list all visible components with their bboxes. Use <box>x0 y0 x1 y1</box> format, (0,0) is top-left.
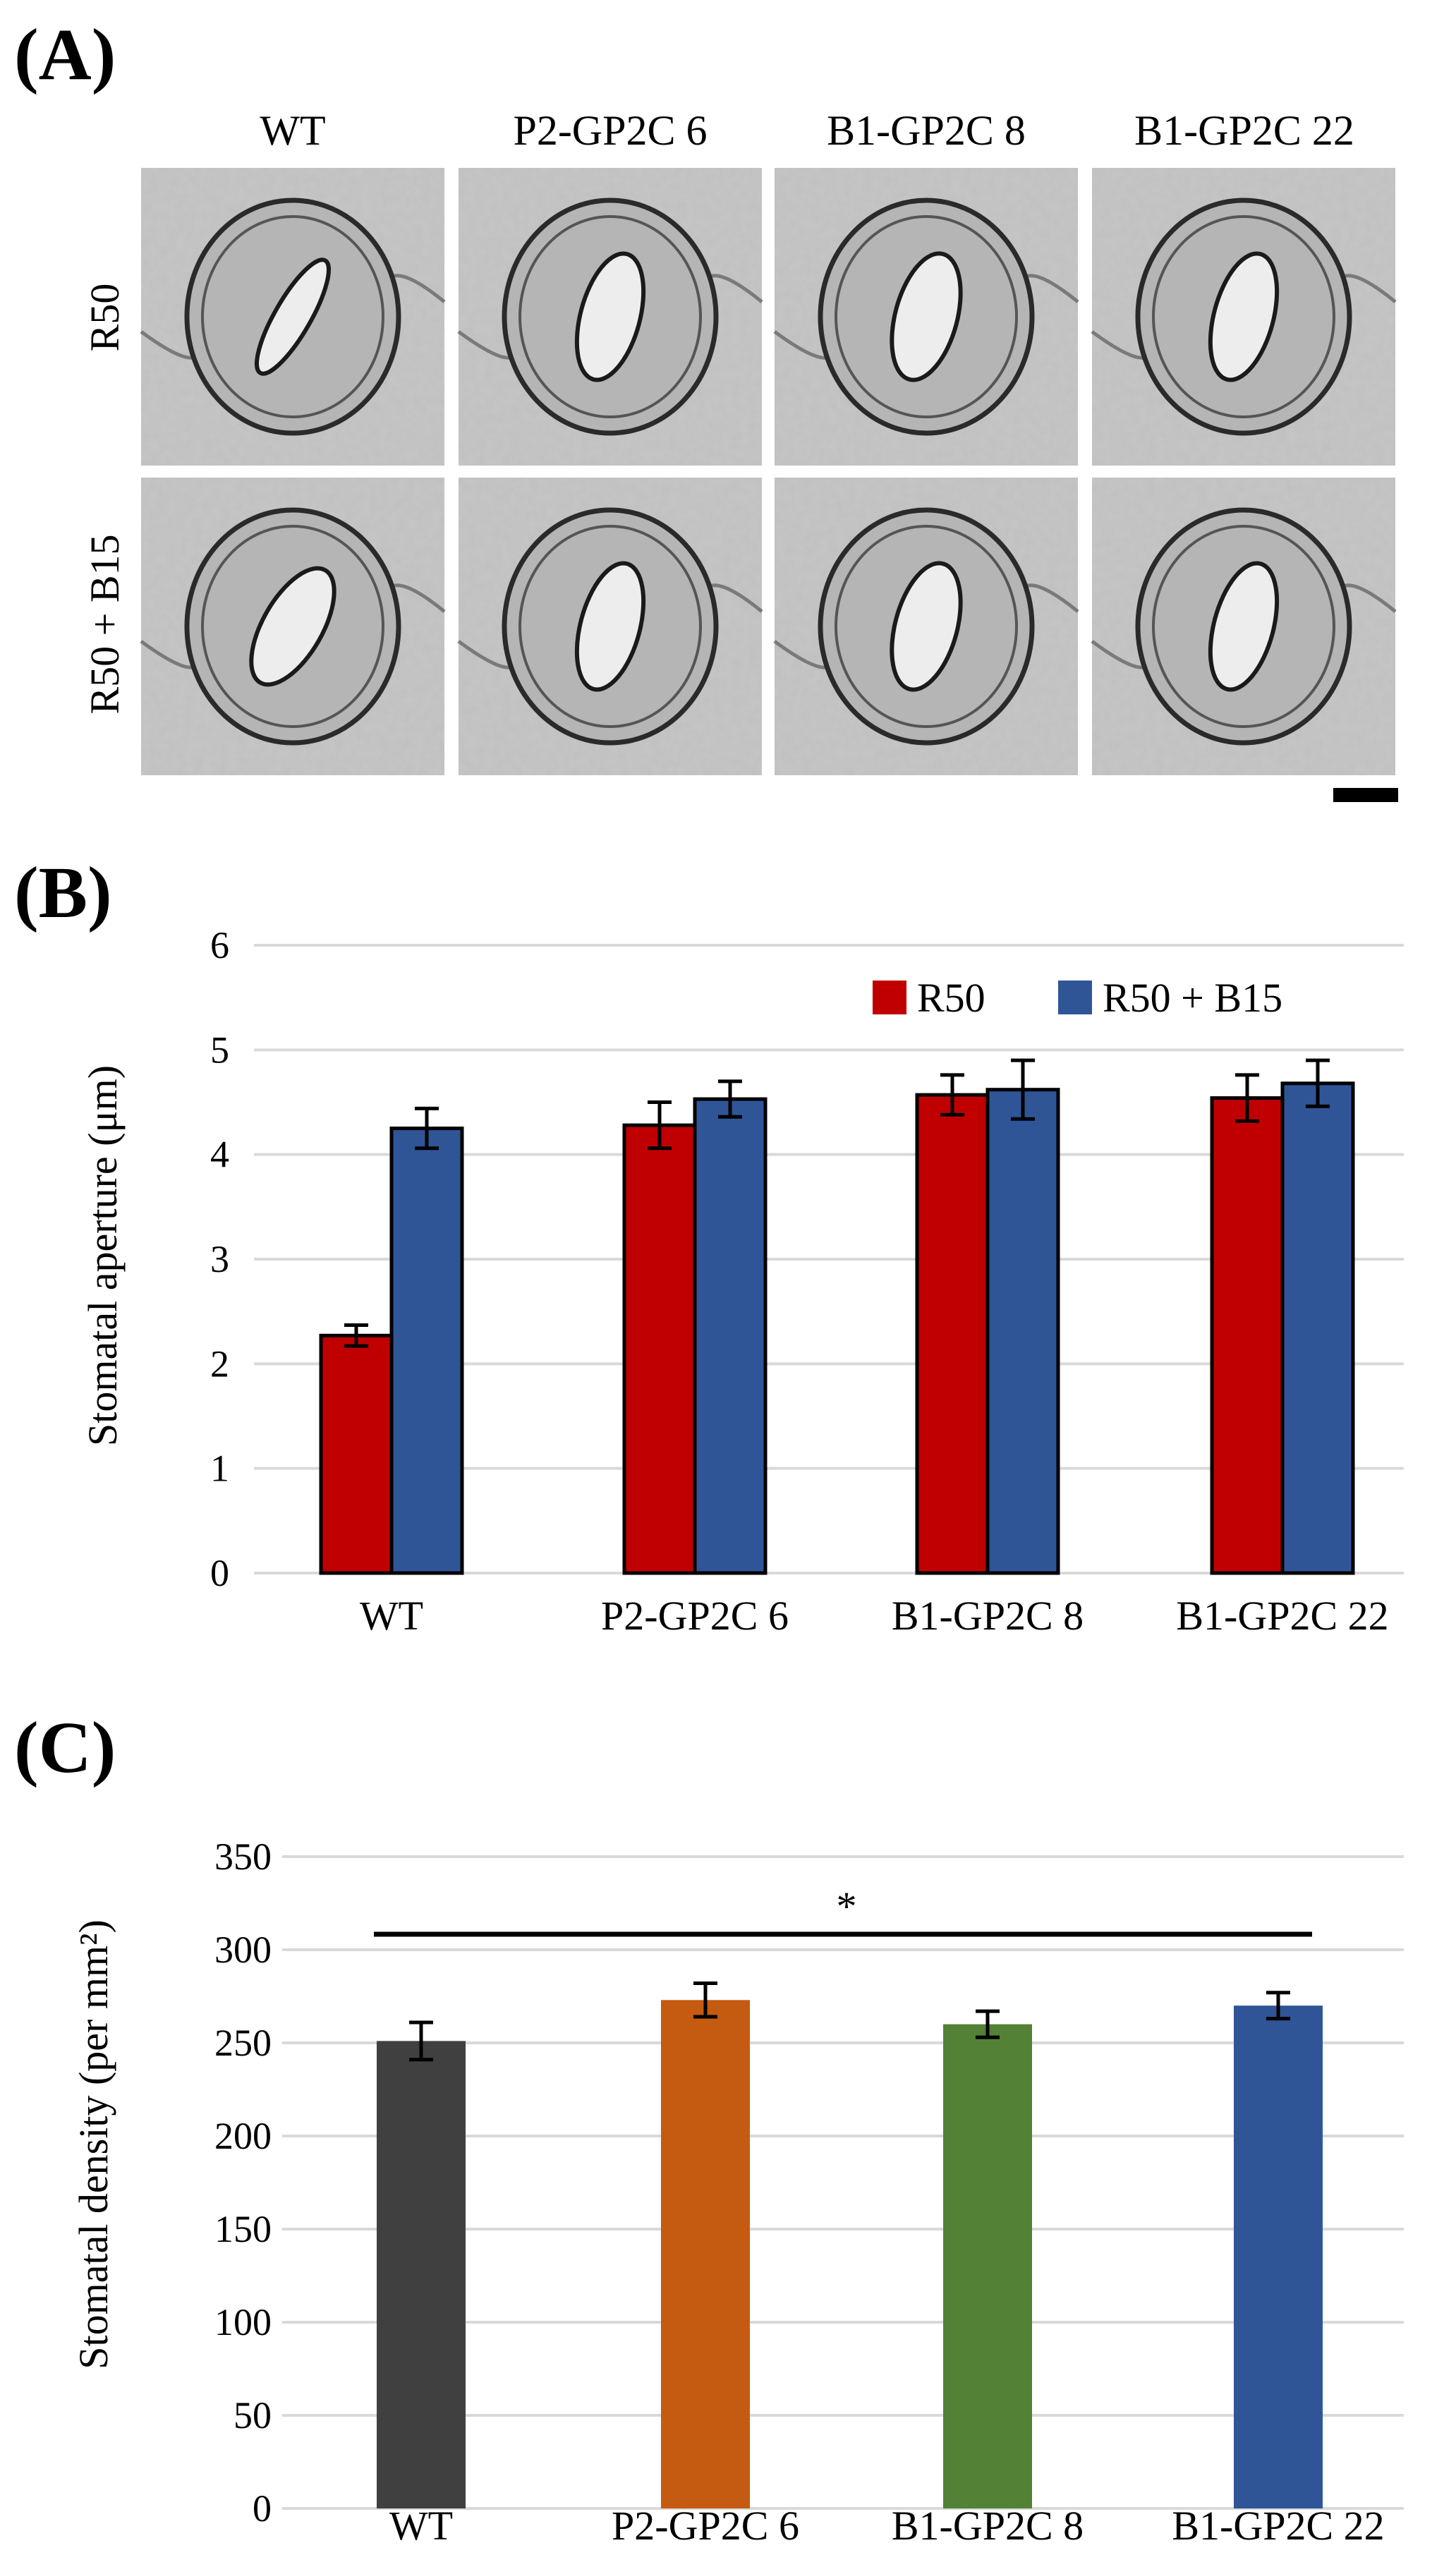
bar-r50-wt <box>319 1333 394 1575</box>
column-header-wt: WT <box>260 107 325 154</box>
bar-p2-gp2c-6 <box>661 2000 750 2508</box>
bar-r50-b15-wt <box>389 1127 464 1575</box>
stomatal-pore <box>1208 561 1280 692</box>
aperture-tick-label: 1 <box>210 1448 229 1490</box>
error-bar-p2-gp2c-6 <box>693 1982 717 2019</box>
aperture-tick-label: 6 <box>210 924 229 966</box>
error-bar-r50-b1-gp2c-8 <box>940 1073 964 1117</box>
micrograph-grid: WT P2-GP2C 6 B1-GP2C 8 B1-GP2C 22 R50 R5… <box>82 107 1397 775</box>
aperture-tick-label: 3 <box>210 1238 229 1280</box>
category-label-b1-gp2c-8: B1-GP2C 8 <box>892 2503 1084 2549</box>
guard-cell-inner-wall <box>518 525 702 728</box>
significance-star: * <box>837 1883 857 1929</box>
category-label-p2-gp2c-6: P2-GP2C 6 <box>612 2503 799 2549</box>
panel-a-letter: (A) <box>14 14 116 95</box>
micrograph-b1-gp2c-8-r50 <box>773 168 1079 466</box>
error-bar-r50-wt <box>344 1323 368 1348</box>
column-header-b1-gp2c-8: B1-GP2C 8 <box>827 107 1026 154</box>
bar-r50-b15-b1-gp2c-22 <box>1280 1081 1355 1575</box>
error-bar-b1-gp2c-8 <box>976 2009 1000 2039</box>
micrograph-wt-r50 <box>140 168 446 466</box>
error-bar-r50-b15-b1-gp2c-8 <box>1011 1058 1035 1121</box>
aperture-tick-label: 5 <box>210 1028 229 1071</box>
density-tick-label: 100 <box>214 2301 272 2343</box>
panel-b-letter: (B) <box>14 852 112 933</box>
category-label-wt: WT <box>389 2503 453 2549</box>
stomatal-pore <box>255 257 331 376</box>
stomatal-aperture-chart: Stomatal aperture (μm) R50 R50 + B15 0 1 2… <box>80 924 1404 1639</box>
stomatal-pore <box>574 561 646 692</box>
panel-c-letter: (C) <box>14 1707 116 1788</box>
density-tick-label: 200 <box>214 2115 272 2157</box>
guard-cell-inner-wall <box>835 525 1018 728</box>
micrograph-wt-r50-b15 <box>140 478 446 775</box>
stomatal-pore <box>1208 251 1280 382</box>
stomatal-pore <box>890 251 963 382</box>
micrograph-b1-gp2c-22-r50 <box>1091 168 1397 466</box>
aperture-tick-label: 0 <box>210 1552 229 1594</box>
micrograph-p2-gp2c-6-r50-b15 <box>457 478 763 775</box>
guard-cell-inner-wall <box>201 525 384 728</box>
legend-swatch-r50-b15 <box>1058 981 1092 1014</box>
stomatal-pore <box>574 251 646 382</box>
y-axis-title-density: Stomatal density (per mm²) <box>71 1919 116 2369</box>
stomatal-density-chart: Stomatal density (per mm²) * 0 50 100 150 20… <box>71 1835 1404 2549</box>
bar-b1-gp2c-8 <box>943 2024 1032 2508</box>
legend-label-r50-b15: R50 + B15 <box>1103 975 1282 1021</box>
micrograph-b1-gp2c-22-r50-b15 <box>1091 478 1397 775</box>
bar-r50-b15-b1-gp2c-8 <box>985 1088 1060 1575</box>
bar-r50-b15-p2-gp2c-6 <box>693 1097 768 1575</box>
guard-cell-inner-wall <box>835 215 1018 418</box>
error-bar-r50-b15-wt <box>415 1106 439 1151</box>
legend-swatch-r50 <box>873 981 906 1014</box>
stomatal-pore <box>890 561 963 692</box>
y-axis-title-aperture: Stomatal aperture (μm) <box>80 1065 126 1446</box>
guard-cell-inner-wall <box>1152 525 1335 728</box>
aperture-tick-label: 4 <box>210 1134 229 1176</box>
bar-r50-b1-gp2c-22 <box>1210 1096 1285 1575</box>
stomatal-pore <box>249 566 336 687</box>
micrograph-p2-gp2c-6-r50 <box>457 168 763 466</box>
density-tick-label: 350 <box>214 1835 272 1878</box>
error-bar-r50-b1-gp2c-22 <box>1235 1073 1259 1123</box>
bar-wt <box>377 2041 466 2508</box>
row-header-r50: R50 <box>82 284 128 352</box>
column-header-b1-gp2c-22: B1-GP2C 22 <box>1134 107 1354 154</box>
category-label-wt: WT <box>360 1593 423 1639</box>
error-bar-r50-p2-gp2c-6 <box>648 1100 672 1151</box>
guard-cell-inner-wall <box>201 215 384 418</box>
category-label-b1-gp2c-8: B1-GP2C 8 <box>892 1593 1084 1639</box>
density-tick-label: 300 <box>214 1929 272 1971</box>
scale-bar <box>1333 788 1398 802</box>
bar-b1-gp2c-22 <box>1234 2005 1323 2508</box>
density-tick-label: 50 <box>233 2394 272 2436</box>
category-label-b1-gp2c-22: B1-GP2C 22 <box>1172 2503 1384 2549</box>
category-label-b1-gp2c-22: B1-GP2C 22 <box>1176 1593 1388 1639</box>
density-tick-label: 250 <box>214 2022 272 2064</box>
micrograph-b1-gp2c-8-r50-b15 <box>773 478 1079 775</box>
error-bar-wt <box>409 2020 433 2062</box>
guard-cell-inner-wall <box>1152 215 1335 418</box>
bar-r50-b1-gp2c-8 <box>915 1093 990 1575</box>
category-label-p2-gp2c-6: P2-GP2C 6 <box>601 1593 789 1639</box>
error-bar-r50-b15-b1-gp2c-22 <box>1306 1058 1330 1108</box>
density-tick-label: 150 <box>214 2208 272 2250</box>
density-tick-label: 0 <box>253 2487 272 2530</box>
bar-r50-p2-gp2c-6 <box>622 1123 697 1575</box>
row-header-r50-b15: R50 + B15 <box>82 534 128 714</box>
legend-label-r50: R50 <box>917 975 985 1021</box>
column-header-p2-gp2c-6: P2-GP2C 6 <box>513 107 707 154</box>
aperture-tick-label: 2 <box>210 1342 229 1385</box>
error-bar-r50-b15-p2-gp2c-6 <box>718 1079 742 1119</box>
error-bar-b1-gp2c-22 <box>1266 1991 1290 2021</box>
guard-cell-inner-wall <box>518 215 702 418</box>
